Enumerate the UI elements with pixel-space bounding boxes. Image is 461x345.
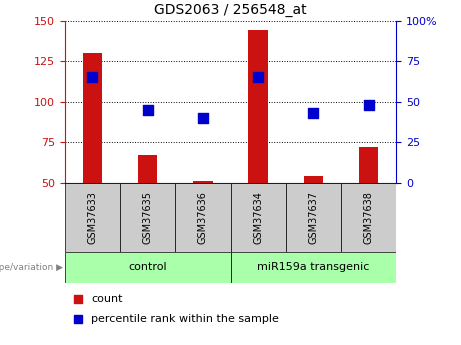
Text: GSM37636: GSM37636 — [198, 191, 208, 244]
Point — [348, 192, 355, 197]
Text: control: control — [128, 263, 167, 272]
Bar — [138, 155, 157, 183]
Text: GSM37634: GSM37634 — [253, 191, 263, 244]
Bar — [230, 183, 286, 252]
Text: GSM37633: GSM37633 — [87, 191, 97, 244]
Point — [254, 75, 262, 80]
Bar — [230, 252, 396, 283]
Bar — [120, 183, 175, 252]
Bar — [341, 183, 396, 252]
Bar — [286, 183, 341, 252]
Text: percentile rank within the sample: percentile rank within the sample — [91, 314, 279, 324]
Point — [199, 115, 207, 121]
Bar — [248, 30, 268, 183]
Bar — [359, 147, 378, 183]
Point — [89, 75, 96, 80]
Point — [348, 12, 355, 18]
Text: genotype/variation ▶: genotype/variation ▶ — [0, 263, 63, 272]
Point — [365, 102, 372, 108]
Text: GSM37638: GSM37638 — [364, 191, 374, 244]
Bar — [83, 53, 102, 183]
Text: GSM37637: GSM37637 — [308, 191, 319, 244]
Bar — [304, 176, 323, 183]
Bar — [65, 252, 230, 283]
Bar — [193, 181, 213, 183]
Point — [310, 110, 317, 116]
Text: count: count — [91, 294, 123, 304]
Bar — [65, 183, 120, 252]
Text: GSM37635: GSM37635 — [142, 191, 153, 244]
Bar — [175, 183, 230, 252]
Point — [144, 107, 151, 113]
Text: miR159a transgenic: miR159a transgenic — [257, 263, 370, 272]
Title: GDS2063 / 256548_at: GDS2063 / 256548_at — [154, 3, 307, 17]
